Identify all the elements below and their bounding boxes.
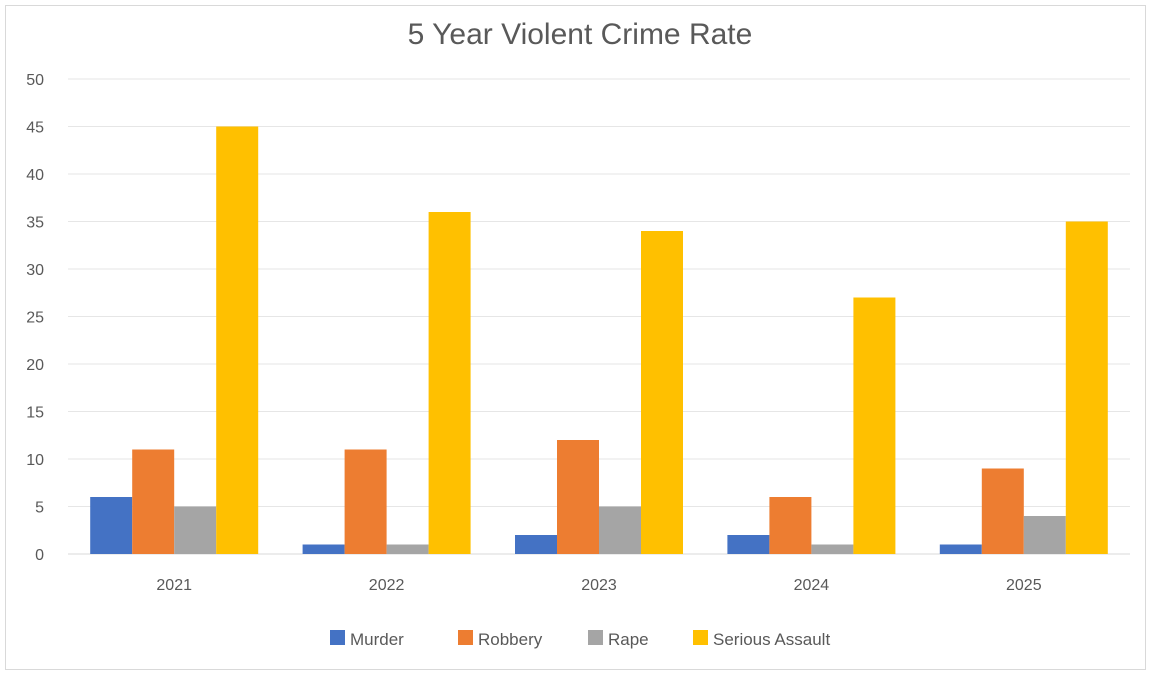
y-tick-label: 5 [35,500,44,517]
bar-serious-assault-2023 [641,231,683,554]
bar-robbery-2021 [132,449,175,554]
x-tick-label: 2021 [156,577,192,594]
bar-rape-2021 [174,506,217,554]
y-tick-label: 35 [26,215,44,232]
y-tick-label: 15 [26,405,44,422]
x-tick-label: 2022 [369,577,405,594]
bar-rape-2023 [599,506,641,554]
legend: Murder Robbery Rape Serious Assault [330,630,830,649]
y-tick-label: 0 [35,547,44,564]
bar-robbery-2023 [557,440,599,554]
legend-label: Serious Assault [713,630,830,649]
legend-swatch [693,630,708,645]
bar-murder-2023 [515,535,557,554]
bar-serious-assault-2024 [853,297,896,554]
chart-frame [5,5,1146,670]
bar-robbery-2025 [981,468,1024,554]
bar-serious-assault-2021 [216,126,259,554]
legend-label: Robbery [478,630,543,649]
x-tick-label: 2023 [581,577,617,594]
bars [90,126,1108,554]
bar-rape-2022 [386,544,429,554]
legend-item-rape: Rape [588,630,649,649]
y-tick-label: 45 [26,120,44,137]
legend-swatch [330,630,345,645]
y-tick-label: 50 [26,72,44,89]
bar-murder-2021 [90,497,133,554]
legend-item-serious-assault: Serious Assault [693,630,830,649]
y-tick-label: 10 [26,452,44,469]
bar-murder-2025 [939,544,982,554]
y-tick-label: 25 [26,310,44,327]
legend-item-murder: Murder [330,630,404,649]
y-axis-ticks: 0 5 10 15 20 25 30 35 40 45 50 [26,72,44,564]
bar-serious-assault-2025 [1065,221,1108,554]
bar-rape-2024 [811,544,854,554]
x-tick-label: 2024 [794,577,830,594]
bar-robbery-2024 [769,497,812,554]
legend-item-robbery: Robbery [458,630,543,649]
bar-rape-2025 [1023,516,1066,554]
x-axis-ticks: 2021 2022 2023 2024 2025 [156,577,1041,594]
y-tick-label: 30 [26,262,44,279]
legend-label: Rape [608,630,649,649]
bar-serious-assault-2022 [428,212,471,554]
legend-label: Murder [350,630,404,649]
legend-swatch [588,630,603,645]
bar-murder-2024 [727,535,770,554]
bar-murder-2022 [302,544,345,554]
chart-title: 5 Year Violent Crime Rate [408,18,753,51]
y-tick-label: 40 [26,167,44,184]
legend-swatch [458,630,473,645]
bar-robbery-2022 [344,449,387,554]
y-tick-label: 20 [26,357,44,374]
x-tick-label: 2025 [1006,577,1042,594]
